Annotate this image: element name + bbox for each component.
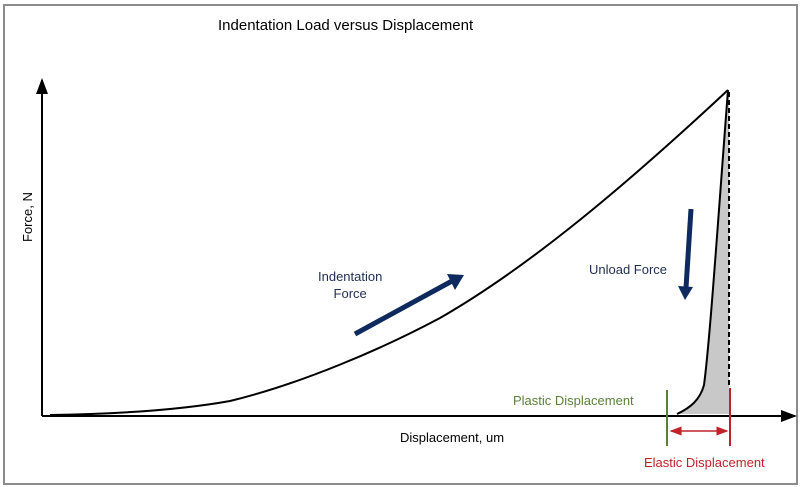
unloading-curve	[676, 89, 729, 415]
indentation-arrow-icon	[353, 274, 464, 337]
x-axis-label: Displacement, um	[400, 430, 505, 445]
indentation-force-label: Indentation Force	[318, 269, 383, 301]
unload-arrow-icon	[678, 208, 694, 300]
elastic-displacement-label: Elastic Displacement	[644, 455, 765, 470]
elastic-area	[677, 92, 729, 414]
y-axis-label: Force, N	[20, 192, 35, 242]
plastic-displacement-label: Plastic Displacement	[513, 393, 634, 408]
loading-curve	[49, 89, 729, 416]
chart-title: Indentation Load versus Displacement	[218, 17, 474, 34]
unload-force-label: Unload Force	[589, 262, 668, 277]
figure-frame	[3, 4, 798, 485]
